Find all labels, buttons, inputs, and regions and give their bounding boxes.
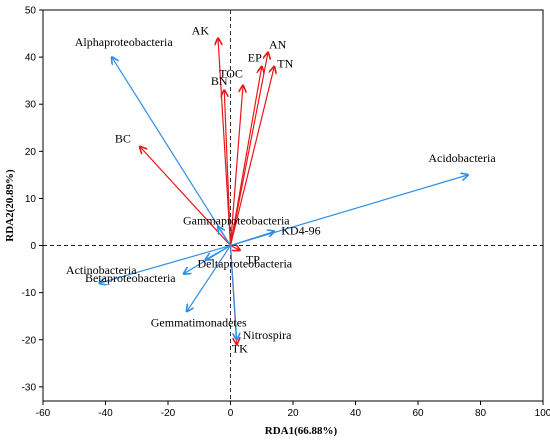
y-tick-label: 40 — [25, 53, 37, 64]
vector-arrow-ak — [218, 38, 232, 246]
vector-arrow-alphaproteobacteria — [112, 57, 232, 246]
vector-arrow-ep — [229, 67, 262, 246]
vector-arrow-bn — [224, 90, 232, 246]
vector-arrow-an — [229, 52, 269, 246]
vectors — [99, 38, 468, 344]
vector-label-toc: TOC — [219, 66, 243, 80]
vector-label-actinobacteria: Actinobacteria — [66, 263, 137, 277]
x-tick-label: -40 — [98, 408, 113, 419]
vector-label-tn: TN — [277, 57, 293, 71]
vector-arrow-acidobacteria — [230, 175, 469, 247]
x-tick-label: 0 — [228, 408, 234, 419]
vector-arrow-bc — [140, 147, 231, 246]
vector-label-alphaproteobacteria: Alphaproteobacteria — [75, 35, 174, 49]
vector-label-gemmatimonadetes: Gemmatimonadetes — [151, 315, 247, 329]
vector-arrow-gemmatimonadetes — [187, 245, 231, 312]
vector-arrow-tp — [230, 246, 240, 251]
y-axis-title: RDA2(20.89%) — [4, 169, 16, 242]
vector-label-bc: BC — [115, 132, 131, 146]
x-tick-label: 40 — [350, 408, 362, 419]
x-tick-label: 60 — [412, 408, 424, 419]
y-tick-label: -10 — [22, 288, 37, 299]
zero-lines — [43, 10, 543, 401]
y-tick-label: 20 — [25, 147, 37, 158]
vector-arrow-actinobacteria — [99, 244, 231, 284]
vector-label-an: AN — [269, 37, 287, 51]
y-tick-label: 0 — [30, 241, 36, 252]
y-tick-label: 30 — [25, 100, 37, 111]
x-tick-label: 100 — [535, 408, 550, 419]
x-tick-label: 80 — [475, 408, 487, 419]
vector-label-bn: BN — [211, 74, 228, 88]
vector-arrow-toc — [229, 85, 244, 246]
x-axis-title: RDA1(66.88%) — [265, 425, 338, 437]
vector-label-tk: TK — [232, 341, 248, 355]
x-tick-label: -60 — [36, 408, 51, 419]
vector-label-ak: AK — [192, 23, 210, 37]
vector-label-kd4-96: KD4-96 — [281, 223, 320, 237]
vector-label-ep: EP — [248, 51, 262, 65]
vector-arrow-nitrospira — [229, 245, 237, 340]
vector-arrow-tn — [229, 67, 275, 246]
y-tick-label: -20 — [22, 335, 37, 346]
y-tick-label: 50 — [25, 6, 37, 17]
vector-arrow-gammaproteobacteria — [218, 227, 231, 246]
vector-label-nitrospira: Nitrospira — [243, 328, 292, 342]
vector-label-betaproteobacteria: Betaproteobacteria — [85, 271, 176, 285]
vector-label-gammaproteobacteria: Gammaproteobacteria — [183, 214, 290, 228]
vector-arrow-kd4-96 — [230, 231, 275, 247]
vector-label-tp: TP — [246, 252, 260, 266]
vector-arrow-betaproteobacteria — [184, 245, 231, 274]
vector-label-deltaproteobacteria: Deltaproteobacteria — [198, 257, 293, 271]
axes: -60 -40 -20 0 20 40 60 80 100 -30 -20 -10 0 10 20 30 40 5… — [22, 6, 550, 420]
y-tick-label: 10 — [25, 194, 37, 205]
y-tick-label: -30 — [22, 382, 37, 393]
x-tick-label: 20 — [287, 408, 299, 419]
vector-label-acidobacteria: Acidobacteria — [428, 151, 496, 165]
x-tick-label: -20 — [161, 408, 176, 419]
